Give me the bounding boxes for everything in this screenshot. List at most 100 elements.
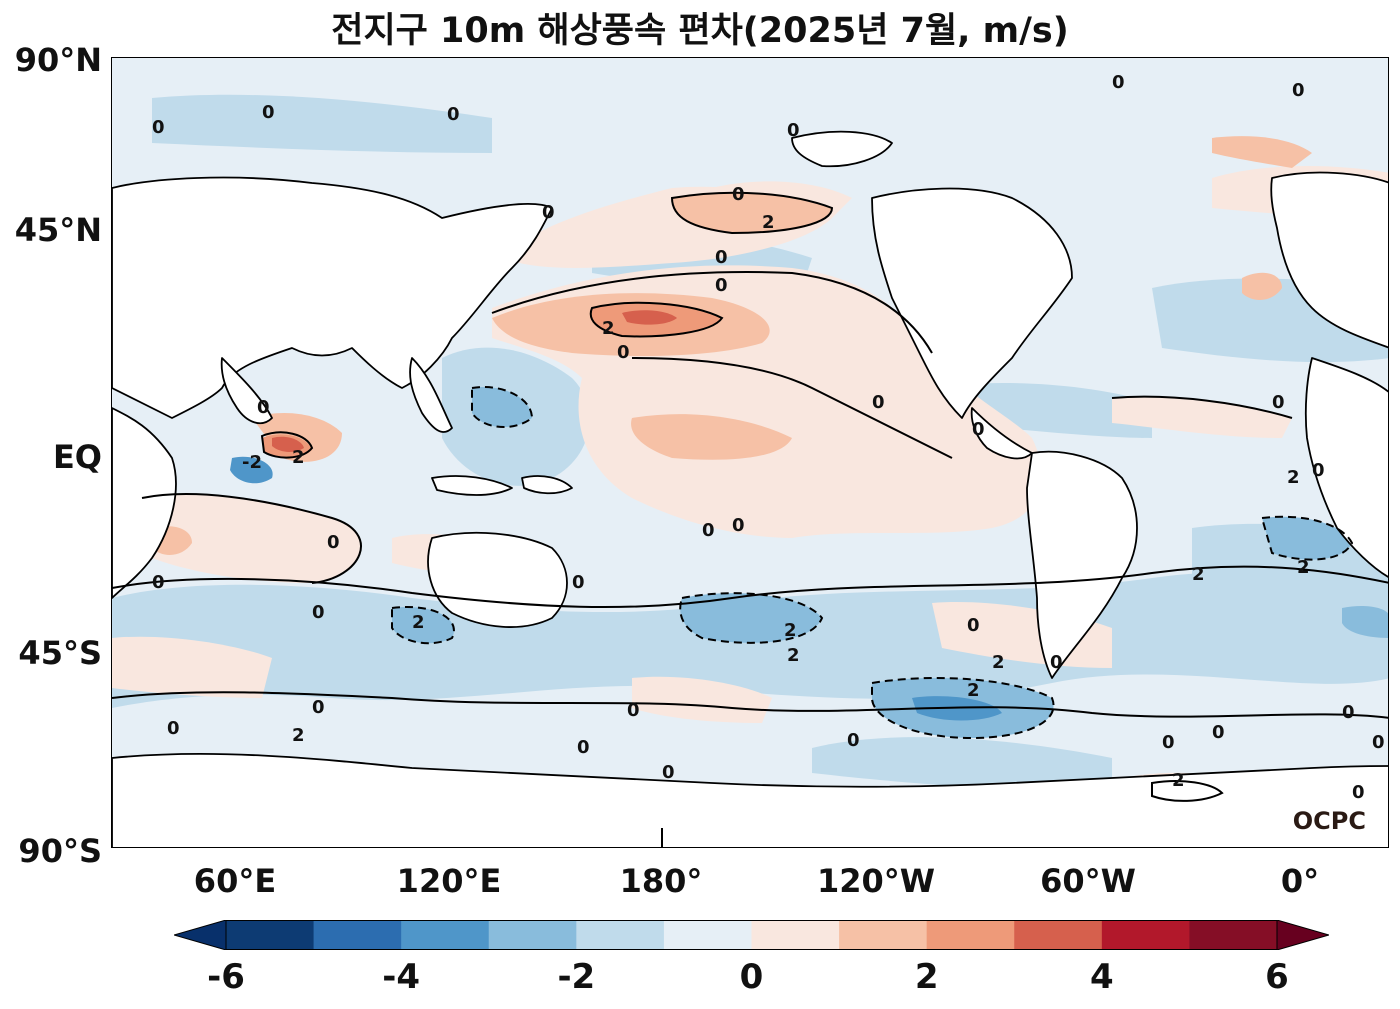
contour-label: 0 <box>312 602 325 623</box>
contour-label: 0 <box>715 247 728 268</box>
contour-labels: 00 000 00200200002-20002000002220220022000… <box>152 72 1385 803</box>
southeast-asia-land <box>409 357 453 433</box>
contour-label: 0 <box>1342 702 1355 723</box>
contour-line <box>491 271 933 354</box>
contour-label: 0 <box>1112 72 1125 93</box>
contour-label: 0 <box>542 202 555 223</box>
contour-label: 0 <box>1292 80 1305 101</box>
colorbar-tick-label: 6 <box>1265 957 1289 997</box>
colorbar-segment <box>663 920 752 950</box>
anomaly-map: 00 000 00200200002-20002000002220220022000… <box>112 58 1388 847</box>
contour-label: 0 <box>1212 722 1225 743</box>
contour-label: 0 <box>577 737 590 758</box>
australia-land <box>427 531 568 628</box>
contour-label: 0 <box>327 532 340 553</box>
contour-line-negative <box>1260 515 1354 561</box>
colorbar-segment <box>576 920 665 950</box>
contour-label: 2 <box>992 652 1005 673</box>
africa-land <box>112 407 177 599</box>
contour-label: 2 <box>784 620 797 641</box>
north-america-land <box>871 187 1073 419</box>
lon-label-120e: 120°E <box>396 862 502 900</box>
lat-label-eq: EQ <box>52 438 102 476</box>
lon-label-120w: 120°W <box>816 862 936 900</box>
contour-line-negative <box>871 677 1055 740</box>
central-america-land <box>970 407 1033 460</box>
contour-label: 2 <box>762 212 775 233</box>
colorbar-segment <box>401 920 490 950</box>
indonesia-land <box>431 475 513 496</box>
contour-label: 0 <box>972 419 985 440</box>
contour-line-positive <box>1151 780 1224 802</box>
lat-label-90n: 90°N <box>14 41 102 79</box>
lon-label-60w: 60°W <box>1040 862 1136 900</box>
lat-label-90s: 90°S <box>18 832 102 870</box>
contour-label: 0 <box>1050 652 1063 673</box>
colorbar <box>174 920 1329 950</box>
peak-positive-anomaly-regions <box>272 310 677 452</box>
contour-label: 0 <box>967 615 980 636</box>
lon-label-60e: 60°E <box>193 862 277 900</box>
contour-label: 0 <box>1272 392 1285 413</box>
contour-label: 2 <box>292 447 305 468</box>
contour-label: 2 <box>967 680 980 701</box>
contour-line <box>631 357 953 459</box>
contour-line-negative <box>391 606 455 645</box>
contour-label: 0 <box>152 117 165 138</box>
colorbar-segment <box>1101 920 1190 950</box>
colorbar-segment <box>926 920 1015 950</box>
colorbar-segment <box>839 920 928 950</box>
contour-label: 0 <box>627 700 640 721</box>
contour-label: 0 <box>617 342 630 363</box>
contour-label: 2 <box>787 645 800 666</box>
contour-label: 0 <box>787 120 800 141</box>
colorbar-segment <box>226 920 315 950</box>
positive-2-contours <box>260 191 1224 802</box>
contour-line-negative <box>471 386 534 429</box>
contour-label: 0 <box>257 397 270 418</box>
colorbar-segment <box>1014 920 1103 950</box>
contour-label: -2 <box>242 452 262 473</box>
contour-label: 0 <box>167 718 180 739</box>
dashed-contours <box>391 386 1354 740</box>
contour-line-positive <box>260 431 314 459</box>
contour-line <box>112 691 1388 719</box>
contour-label: 0 <box>447 104 460 125</box>
contour-label: 2 <box>1172 770 1185 791</box>
colorbar-tick-label: -4 <box>382 957 421 997</box>
lon-label-0: 0° <box>1280 862 1320 900</box>
contour-label: 0 <box>1162 732 1175 753</box>
colorbar-tick-label: 2 <box>914 957 939 997</box>
contour-label: 0 <box>1372 732 1385 753</box>
contour-label: 0 <box>847 730 860 751</box>
greenland-land <box>791 130 893 168</box>
contour-label: 0 <box>312 697 325 718</box>
colorbar-segment <box>751 920 840 950</box>
lat-label-45s: 45°S <box>18 634 102 672</box>
lon-label-180: 180° <box>619 862 703 900</box>
contour-label: 2 <box>412 612 425 633</box>
colorbar-border <box>225 920 1278 950</box>
africa-east-land <box>1304 357 1388 578</box>
colorbar-segment <box>313 920 402 950</box>
contour-label: 0 <box>572 572 585 593</box>
colorbar-extend-low <box>174 920 227 950</box>
contour-label: 0 <box>1352 782 1365 803</box>
europe-land <box>1270 171 1388 349</box>
contour-line-negative <box>679 592 824 644</box>
contour-label: 0 <box>152 572 165 593</box>
contour-line-positive <box>670 191 834 235</box>
contour-label: 0 <box>872 392 885 413</box>
colorbar-segment <box>1189 920 1278 950</box>
map-title: 전지구 10m 해상풍속 편차(2025년 7월, m/s) <box>331 11 1069 51</box>
south-america-land <box>1026 450 1138 679</box>
contour-label: 2 <box>1297 557 1310 578</box>
map-panel: 0 0 0 0 0 0 0 2 0 0 2 0 0 0 0 2 -2 0 0 0 2 0 0 0 0 0 2 2 2 0 2 2 0 0 2 2 0 0 0… <box>111 57 1389 848</box>
colorbar-tick-label: -2 <box>557 957 596 997</box>
colorbar-extend-high <box>1276 920 1329 950</box>
colorbar-tick-label: 0 <box>739 957 764 997</box>
contour-label: 0 <box>732 184 745 205</box>
contour-line-positive <box>589 301 724 338</box>
contour-line <box>141 493 362 584</box>
ocpc-logo: OCPC <box>1292 807 1366 835</box>
